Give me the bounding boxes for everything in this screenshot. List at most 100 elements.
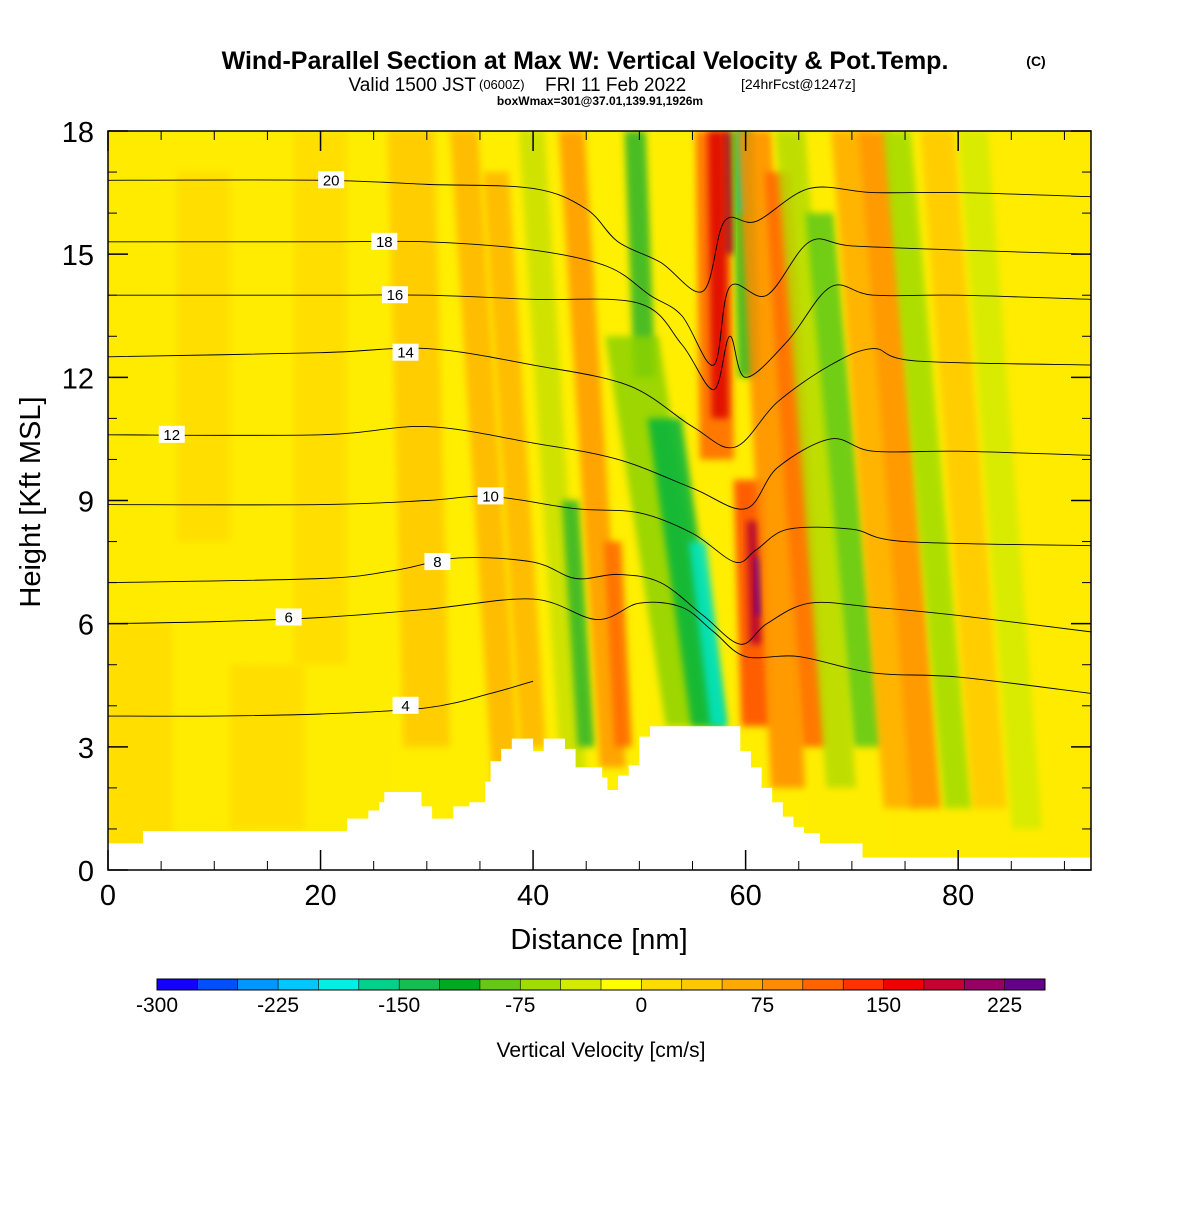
y-tick-label: 12 [62, 363, 94, 395]
x-tick-label: 20 [304, 880, 336, 912]
velocity-band [958, 131, 1043, 829]
colorbar-swatch [681, 979, 723, 990]
colorbar-tick-label: -150 [378, 994, 420, 1017]
x-tick-label: 0 [100, 880, 116, 912]
velocity-band [624, 131, 656, 378]
colorbar-tick-label: 225 [987, 994, 1022, 1017]
colorbar-tick-label: -75 [505, 994, 535, 1017]
x-tick-label: 80 [942, 880, 974, 912]
colorbar-swatch [358, 979, 400, 990]
velocity-band [387, 131, 451, 747]
colorbar-swatch [964, 979, 1006, 990]
colorbar [156, 978, 1046, 991]
velocity-band [858, 131, 942, 809]
colorbar-tick-label: 150 [866, 994, 901, 1017]
velocity-band [723, 131, 734, 255]
colorbar-swatch [883, 979, 925, 990]
colorbar-swatch [318, 979, 360, 990]
colorbar-tick-label: -225 [257, 994, 299, 1017]
copyright-mark: (C) [1026, 53, 1045, 69]
velocity-band [920, 131, 1008, 809]
velocity-band [754, 557, 762, 616]
velocity-band [882, 131, 972, 809]
contour-label: 6 [284, 610, 292, 627]
x-tick-label: 40 [517, 880, 549, 912]
velocity-band [483, 172, 546, 747]
contour-label: 10 [482, 488, 499, 505]
theta-contour-line [108, 557, 1091, 645]
colorbar-swatch [601, 979, 642, 990]
contour-label-box [392, 696, 419, 714]
velocity-band [707, 131, 729, 419]
contour-label-box [318, 171, 345, 189]
velocity-band [293, 131, 348, 665]
colorbar-swatch [439, 979, 481, 990]
colorbar-swatch [237, 979, 279, 990]
colorbar-label: Vertical Velocity [cm/s] [497, 1039, 706, 1062]
colorbar-tick-label: 75 [751, 994, 774, 1017]
contour-label-box [371, 232, 398, 250]
velocity-band [805, 213, 882, 747]
x-tick-label: 60 [729, 880, 761, 912]
velocity-band [108, 623, 172, 846]
theta-contours [108, 179, 1091, 717]
colorbar-swatch [762, 979, 804, 990]
colorbar-swatch [560, 979, 602, 990]
colorbar-swatch [157, 979, 198, 990]
colorbar-swatch [802, 979, 844, 990]
y-tick-label: 18 [62, 117, 94, 149]
contour-label-box [424, 553, 451, 571]
contour-label: 20 [323, 172, 340, 189]
colorbar-swatch [1004, 979, 1046, 990]
colorbar-swatch [722, 979, 763, 990]
velocity-band [831, 131, 916, 809]
y-tick-label: 9 [78, 487, 94, 519]
contour-label: 4 [401, 698, 409, 715]
y-axis-label: Height [Kft MSL] [15, 396, 47, 607]
colorbar-tick-labels: -300 -225 -150 -75 0 75 150 225 [136, 994, 1022, 1017]
velocity-band [177, 172, 231, 542]
valid-time-prefix: Valid 1500 JST [349, 75, 477, 96]
chart-title: Wind-Parallel Section at Max W: Vertical… [222, 47, 949, 75]
velocity-band [689, 541, 728, 727]
theta-contour-line [108, 238, 1091, 366]
y-tick-label: 3 [78, 733, 94, 765]
colorbar-swatch [197, 979, 239, 990]
contour-label: 14 [397, 345, 414, 362]
colorbar-swatch [479, 979, 521, 990]
contour-label-box [381, 286, 408, 304]
valid-time-utc: (0600Z) [479, 77, 525, 92]
contour-label-box [477, 487, 504, 505]
theta-contour-line [108, 347, 1091, 449]
colorbar-swatch [641, 979, 683, 990]
contour-label-box [392, 343, 419, 361]
contour-label: 8 [433, 554, 441, 571]
colorbar-swatch [278, 979, 319, 990]
colorbar-swatch [843, 979, 885, 990]
x-axis-ticks: 0 20 40 60 80 [100, 131, 1065, 912]
contour-label-box [275, 608, 302, 626]
colorbar-tick-label: -300 [136, 994, 178, 1017]
velocity-band [604, 541, 632, 747]
y-tick-label: 6 [78, 610, 94, 642]
x-axis-label: Distance [nm] [510, 924, 687, 956]
valid-date: FRI 11 Feb 2022 [545, 75, 686, 96]
forecast-info: [24hrFcst@1247z] [741, 76, 856, 92]
theta-contour-line [108, 680, 534, 717]
y-axis-ticks: 0 3 6 9 12 15 18 [62, 117, 1091, 888]
contour-label: 16 [387, 287, 404, 304]
contour-label-box [158, 425, 185, 443]
y-tick-label: 0 [78, 856, 94, 888]
terrain-mask [108, 726, 1091, 870]
theta-contour-line [108, 179, 1091, 293]
colorbar-swatch [923, 979, 965, 990]
theta-contour-line [108, 495, 1091, 564]
velocity-band [230, 664, 305, 829]
velocity-band [450, 131, 521, 788]
colorbar-swatch [520, 979, 562, 990]
velocity-band [561, 500, 595, 747]
theta-contour-labels: 4 6 8 10 12 14 16 18 20 [158, 171, 504, 715]
contour-label: 18 [376, 234, 393, 251]
plot-area: 4 6 8 10 12 14 16 18 20 0 20 40 60 80 0 3 6 9 12 15 18 [62, 117, 1092, 912]
